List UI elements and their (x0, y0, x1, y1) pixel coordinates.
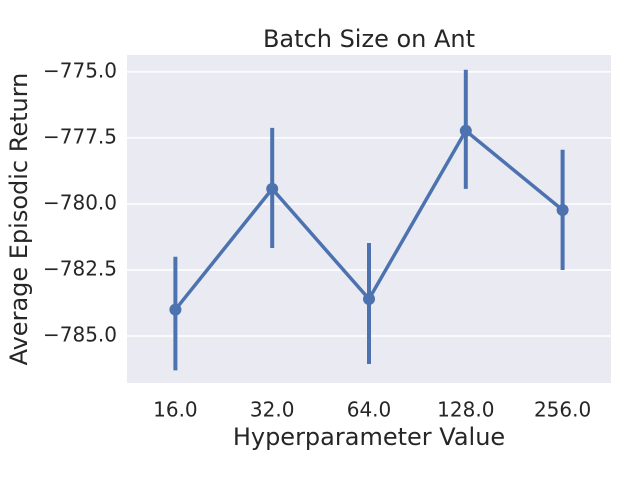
point (459, 124, 472, 137)
y-axis-label: Average Episodic Return (5, 73, 33, 366)
y-tick-label: −782.5 (43, 256, 117, 280)
x-axis-label: Hyperparameter Value (233, 423, 505, 451)
y-tick-label: −777.5 (43, 124, 117, 148)
x-tick-label: 64.0 (347, 398, 392, 422)
x-tick-label: 256.0 (534, 398, 591, 422)
point (169, 303, 182, 316)
y-tick-label: −785.0 (43, 322, 117, 346)
x-tick-label: 128.0 (437, 398, 494, 422)
chart-title: Batch Size on Ant (263, 25, 475, 53)
point (363, 293, 375, 306)
y-tick-label: −780.0 (43, 190, 117, 214)
point (556, 204, 569, 217)
x-tick-label: 16.0 (153, 398, 198, 422)
x-tick-label: 32.0 (250, 398, 295, 422)
y-tick-label: −775.0 (43, 58, 117, 82)
point (266, 182, 279, 195)
